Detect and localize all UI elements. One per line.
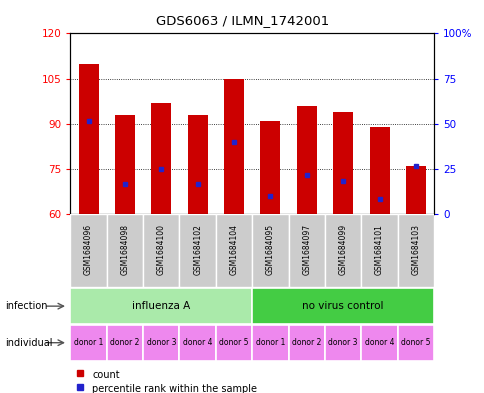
Text: GSM1684097: GSM1684097: [302, 224, 311, 275]
Bar: [324, 325, 361, 361]
Bar: [70, 288, 252, 324]
Text: donor 4: donor 4: [364, 338, 393, 347]
Text: donor 2: donor 2: [291, 338, 321, 347]
Bar: [143, 325, 179, 361]
Text: donor 2: donor 2: [110, 338, 139, 347]
Bar: [70, 214, 106, 287]
Bar: [252, 325, 288, 361]
Text: GSM1684103: GSM1684103: [410, 224, 420, 275]
Text: donor 1: donor 1: [255, 338, 285, 347]
Bar: [106, 214, 143, 287]
Text: donor 5: donor 5: [219, 338, 248, 347]
Bar: [324, 214, 361, 287]
Bar: [260, 121, 280, 214]
Bar: [215, 325, 252, 361]
Text: donor 3: donor 3: [328, 338, 357, 347]
Text: GSM1684102: GSM1684102: [193, 224, 202, 275]
Text: GSM1684104: GSM1684104: [229, 224, 238, 275]
Bar: [215, 214, 252, 287]
Bar: [179, 214, 215, 287]
Bar: [252, 288, 433, 324]
Text: GDS6063 / ILMN_1742001: GDS6063 / ILMN_1742001: [155, 14, 329, 27]
Text: donor 4: donor 4: [182, 338, 212, 347]
Bar: [288, 214, 324, 287]
Bar: [333, 112, 352, 214]
Text: GSM1684098: GSM1684098: [120, 224, 129, 275]
Bar: [115, 115, 135, 214]
Bar: [70, 325, 106, 361]
Bar: [151, 103, 171, 214]
Bar: [252, 214, 288, 287]
Bar: [397, 214, 433, 287]
Text: donor 5: donor 5: [400, 338, 430, 347]
Text: influenza A: influenza A: [132, 301, 190, 311]
Bar: [296, 106, 316, 214]
Text: percentile rank within the sample: percentile rank within the sample: [92, 384, 257, 393]
Bar: [179, 325, 215, 361]
Bar: [143, 214, 179, 287]
Bar: [397, 325, 433, 361]
Text: individual: individual: [5, 338, 52, 348]
Bar: [78, 64, 98, 214]
Text: donor 1: donor 1: [74, 338, 103, 347]
Bar: [288, 325, 324, 361]
Bar: [106, 325, 143, 361]
Text: count: count: [92, 370, 120, 380]
Text: GSM1684101: GSM1684101: [374, 224, 383, 275]
Bar: [361, 214, 397, 287]
Text: GSM1684100: GSM1684100: [156, 224, 166, 275]
Text: donor 3: donor 3: [146, 338, 176, 347]
Text: GSM1684095: GSM1684095: [265, 224, 274, 275]
Text: no virus control: no virus control: [302, 301, 383, 311]
Bar: [361, 325, 397, 361]
Text: GSM1684099: GSM1684099: [338, 224, 347, 275]
Bar: [369, 127, 389, 214]
Bar: [187, 115, 207, 214]
Text: GSM1684096: GSM1684096: [84, 224, 93, 275]
Text: infection: infection: [5, 301, 47, 311]
Bar: [224, 79, 243, 214]
Bar: [405, 166, 425, 214]
